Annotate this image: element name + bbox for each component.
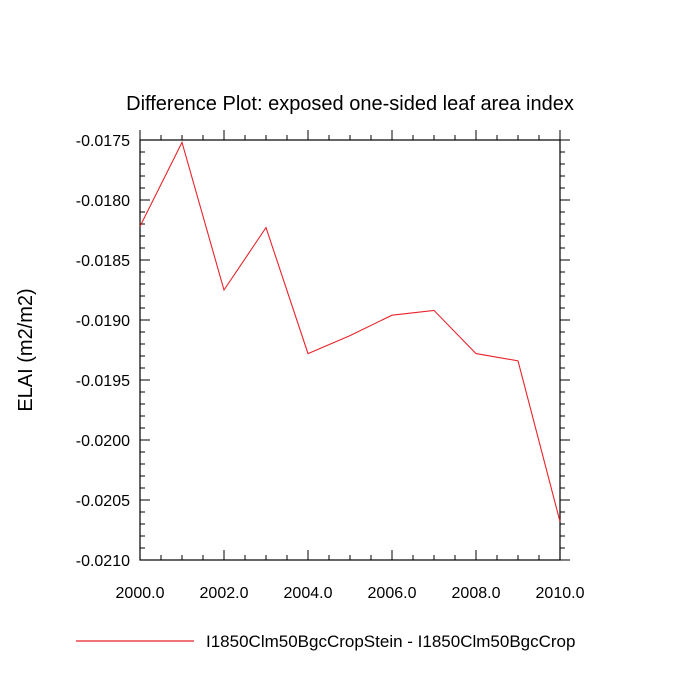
x-tick-label: 2006.0 — [368, 585, 417, 602]
legend: I1850Clm50BgcCropStein - I1850Clm50BgcCr… — [76, 632, 575, 651]
x-tick-label: 2000.0 — [116, 585, 165, 602]
y-tick-label: -0.0205 — [76, 493, 130, 510]
y-tick-label: -0.0180 — [76, 193, 130, 210]
y-tick-label: -0.0185 — [76, 253, 130, 270]
y-tick-label: -0.0195 — [76, 373, 130, 390]
chart-title: Difference Plot: exposed one-sided leaf … — [126, 93, 574, 115]
plot-frame — [139, 139, 561, 561]
series-layer — [139, 140, 561, 522]
x-tick-label: 2002.0 — [200, 585, 249, 602]
axis-tick-labels: 2000.0 2002.0 2004.0 2006.0 2008.0 2010.0 -0.0… — [76, 133, 585, 602]
y-tick-label: -0.0175 — [76, 133, 130, 150]
legend-label: I1850Clm50BgcCropStein - I1850Clm50BgcCr… — [206, 632, 575, 651]
y-axis-label: ELAI (m2/m2) — [15, 288, 37, 411]
x-tick-label: 2010.0 — [536, 585, 585, 602]
x-tick-label: 2008.0 — [452, 585, 501, 602]
y-tick-label: -0.0200 — [76, 433, 130, 450]
y-tick-label: -0.0210 — [76, 553, 130, 570]
series-line — [139, 140, 561, 522]
x-tick-label: 2004.0 — [284, 585, 333, 602]
axis-ticks — [139, 130, 570, 561]
y-tick-label: -0.0190 — [76, 313, 130, 330]
